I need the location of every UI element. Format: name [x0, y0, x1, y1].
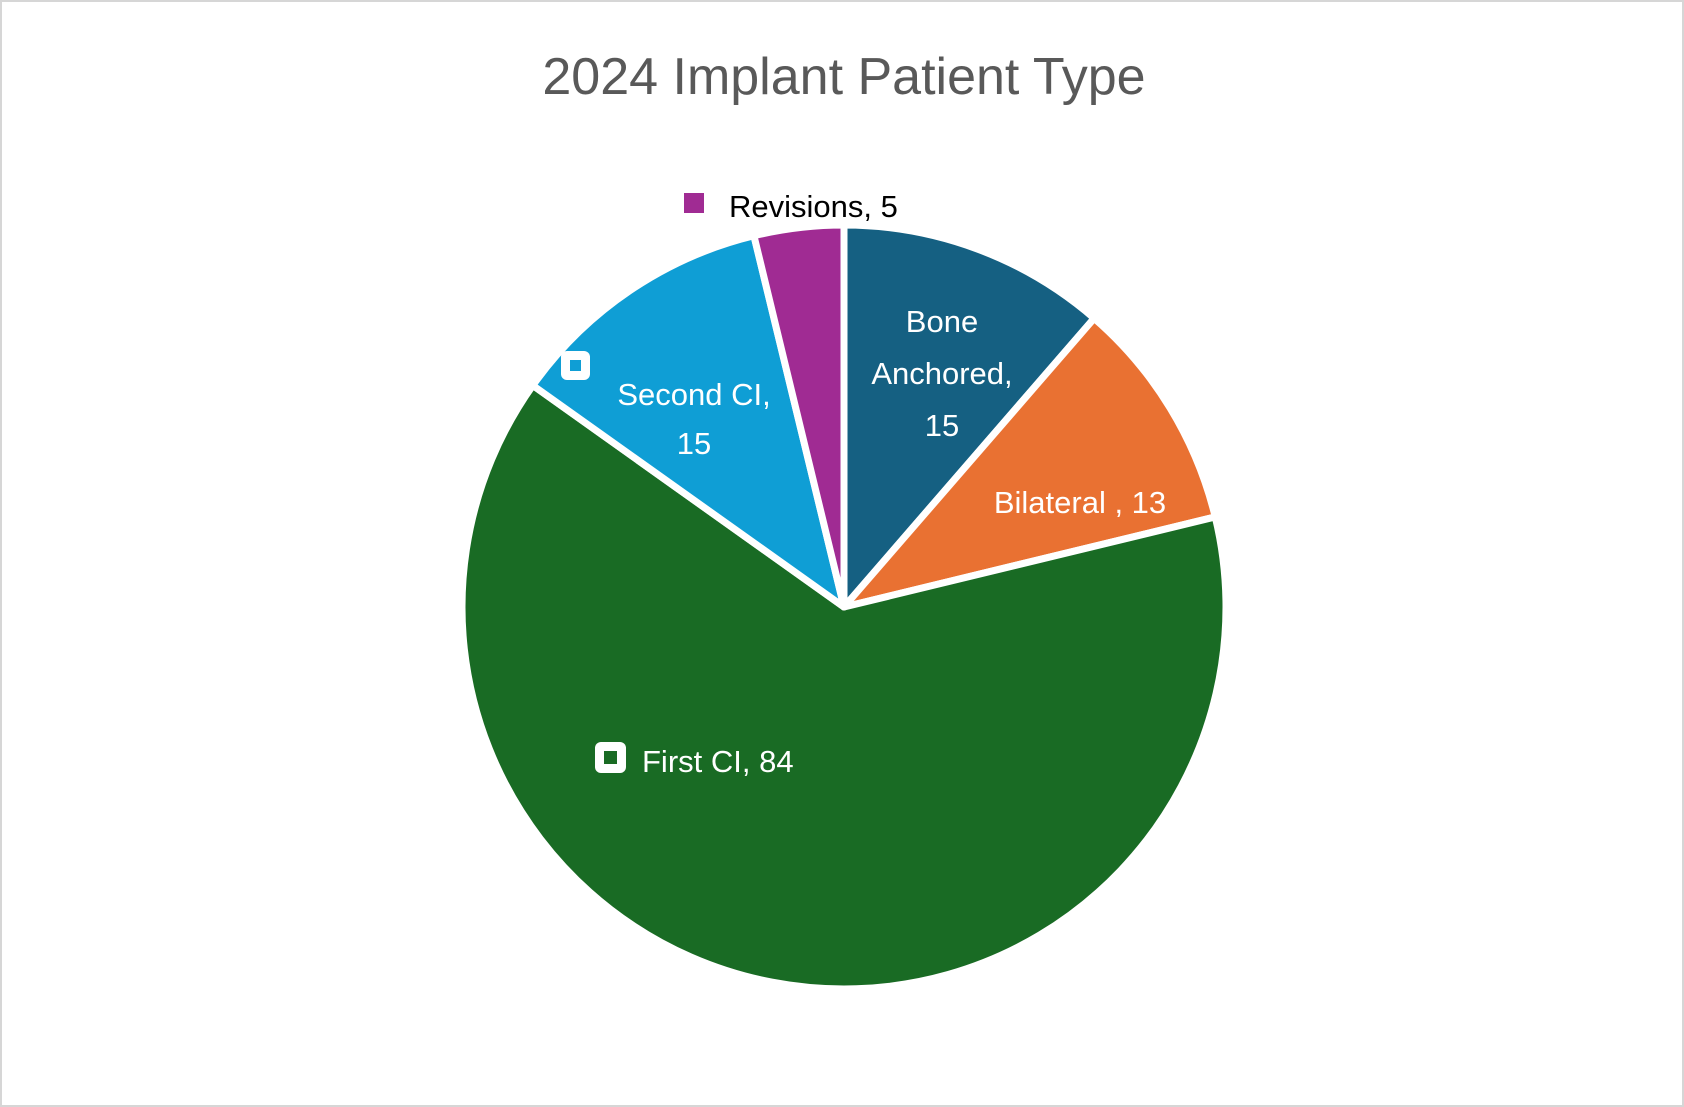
pie-slice-bilateral[interactable] — [840, 314, 1219, 611]
data-label-second-ci-line2: 15 — [677, 426, 711, 461]
pie-slice-second-ci[interactable] — [529, 232, 848, 611]
pie-slice-first-ci[interactable] — [458, 381, 1230, 993]
legend-key-revisions-icon — [684, 193, 704, 213]
pie-slice-bone-anchored[interactable] — [840, 221, 1098, 611]
legend-key-first-ci-icon — [595, 742, 626, 773]
data-label-first-ci: First CI, 84 — [642, 744, 794, 779]
data-label-bone-anchored-line2: Anchored, — [871, 356, 1012, 391]
data-label-bone-anchored-line3: 15 — [925, 408, 959, 443]
pie-slice-revisions[interactable] — [750, 221, 848, 611]
pie-slices-group — [458, 221, 1230, 993]
data-labels-group: Bone Anchored, 15 Bilateral , 13 First CI, 8… — [561, 189, 1166, 779]
data-label-bilateral: Bilateral , 13 — [994, 485, 1166, 520]
data-label-bone-anchored-line1: Bone — [906, 304, 978, 339]
chart-title: 2024 Implant Patient Type — [542, 48, 1145, 106]
legend-key-second-ci-icon — [561, 351, 590, 380]
data-label-revisions: Revisions, 5 — [729, 189, 898, 224]
data-label-second-ci-line1: Second CI, — [617, 377, 770, 412]
